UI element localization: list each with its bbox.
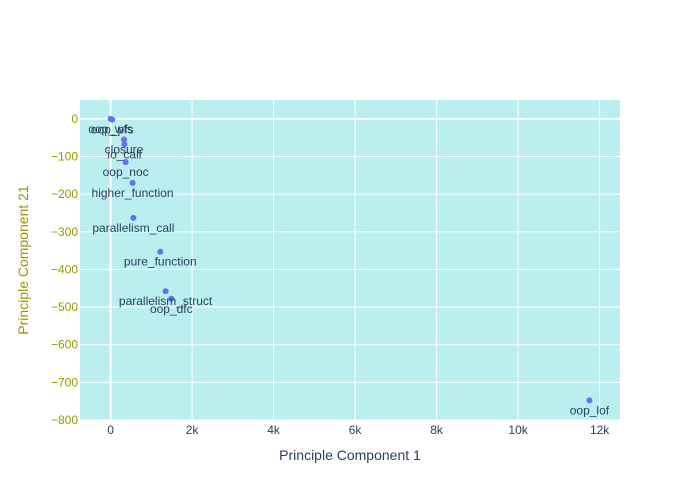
data-point-label: oop_lof <box>570 403 610 417</box>
data-point <box>122 159 129 166</box>
y-tick-label: −300 <box>51 225 78 239</box>
y-tick-label: −400 <box>51 262 78 276</box>
x-axis-title: Principle Component 1 <box>279 447 421 463</box>
data-point <box>130 214 137 221</box>
x-tick-label: 4k <box>267 423 281 437</box>
x-tick-label: 12k <box>590 423 610 437</box>
data-point-label: io_call <box>107 147 141 161</box>
plot-area <box>80 100 620 420</box>
data-point-label: pure_function <box>124 255 197 269</box>
y-axis-ticks: 0 −100 −200 −300 −400 −500 −600 −700 −800 <box>51 112 78 427</box>
data-point-label: oop_dfc <box>150 302 193 316</box>
data-point <box>157 248 164 255</box>
x-tick-label: 8k <box>430 423 444 437</box>
data-point <box>109 116 116 123</box>
data-point-label: higher_function <box>92 186 174 200</box>
y-tick-label: −700 <box>51 375 78 389</box>
y-tick-label: −500 <box>51 300 78 314</box>
y-tick-label: −800 <box>51 413 78 427</box>
y-tick-label: 0 <box>71 112 78 126</box>
data-point-label: oop_wfs <box>88 122 133 136</box>
data-points <box>107 115 593 404</box>
data-point-label: closure <box>105 143 144 157</box>
data-point <box>121 136 128 143</box>
x-tick-label: 6k <box>349 423 363 437</box>
x-tick-label: 10k <box>508 423 528 437</box>
y-tick-label: −200 <box>51 187 78 201</box>
data-point <box>121 141 128 148</box>
data-point-label: parallelism_call <box>92 221 174 235</box>
y-tick-label: −600 <box>51 338 78 352</box>
grid-lines <box>80 100 620 421</box>
y-axis-title: Principle Component 21 <box>15 185 31 335</box>
data-point <box>168 295 175 302</box>
x-axis-ticks: 0 2k 4k 6k 8k 10k 12k <box>107 423 610 437</box>
y-tick-label: −100 <box>51 149 78 163</box>
x-tick-label: 2k <box>186 423 200 437</box>
data-point-label: oop_pfs <box>91 123 134 137</box>
data-point <box>129 179 136 186</box>
data-point <box>586 397 593 404</box>
x-tick-label: 0 <box>107 423 114 437</box>
data-point-label: oop_noc <box>103 165 149 179</box>
data-point-label: parallelism_struct <box>119 294 213 308</box>
data-point <box>162 288 169 295</box>
